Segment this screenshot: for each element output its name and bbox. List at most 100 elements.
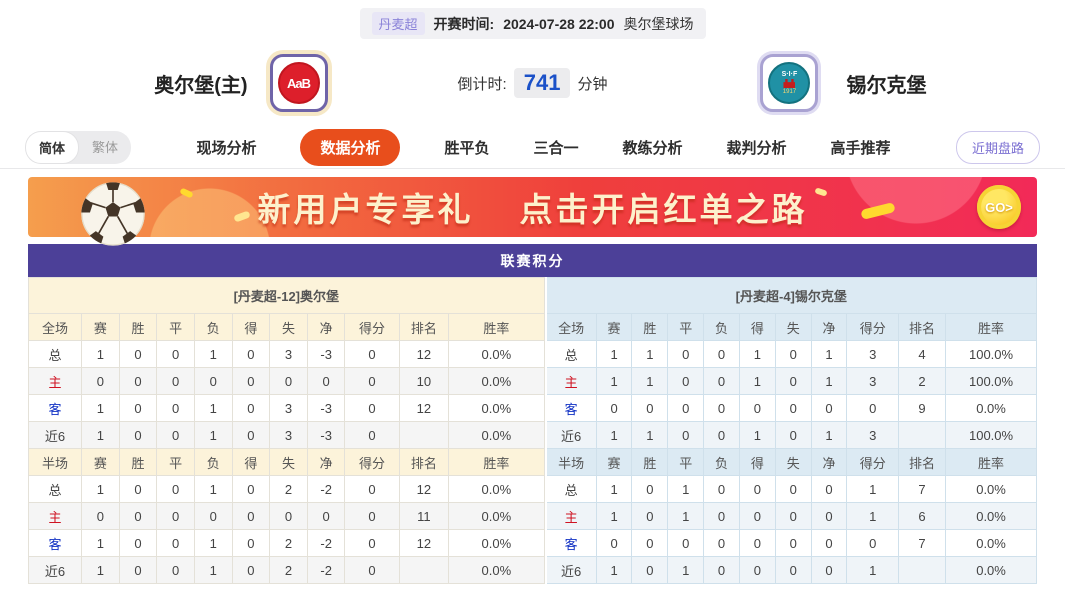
lang-simplified[interactable]: 简体 [25,131,80,164]
stats-row: 总 1 0 0 1 0 3 -3 0 12 0.0% [27,340,545,368]
team-standings-header: [丹麦超-4]锡尔克堡 [545,277,1037,314]
stat-cell: 11 [398,502,450,530]
away-team-block: S·I·F 1917 锡尔克堡 [607,54,1065,112]
stat-cell: 1 [738,340,776,368]
stat-cell: 1 [81,340,120,368]
stat-cell: 0 [810,529,848,557]
tab-three-in-one[interactable]: 三合一 [533,140,579,157]
stat-cell: 0 [156,367,195,395]
promo-banner[interactable]: 新用户专享礼 点击开启红单之路 GO> [28,177,1037,246]
column-header: 得分 [344,448,400,476]
stat-cell: 0.0% [448,421,545,449]
stat-cell: 1 [193,340,233,368]
nav-bar: 简体 繁体 现场分析 数据分析 胜平负 三合一 教练分析 裁判分析 高手推荐 近… [0,127,1065,169]
section-label: 半场 [545,448,597,476]
row-label: 近6 [27,421,83,449]
stat-cell: 0.0% [448,340,545,368]
stat-cell: 1 [193,394,233,422]
stat-cell: 0 [344,475,400,503]
row-label: 总 [545,475,597,503]
row-label: 近6 [27,556,83,584]
stat-cell: 0 [846,529,899,557]
column-header: 得 [738,448,776,476]
stat-cell: 7 [897,529,947,557]
stat-cell: 0 [703,529,740,557]
stat-cell: -2 [306,556,346,584]
stat-cell: 12 [398,394,450,422]
league-badge: 丹麦超 [371,12,425,35]
stat-cell: 1 [667,502,705,530]
stat-cell: 3 [846,367,899,395]
stat-cell: 0 [774,367,812,395]
kickoff-label: 开赛时间: [433,15,495,32]
stats-row: 客 1 0 0 1 0 2 -2 0 12 0.0% [27,529,545,557]
stat-cell: 3 [846,340,899,368]
section-label: 全场 [545,313,597,341]
away-standings-table: [丹麦超-4]锡尔克堡 全场赛胜平负得失净得分 排名 胜率总 1 1 0 0 1 0 1 3 4 100.… [544,277,1037,584]
stats-row: 客 0 0 0 0 0 0 0 0 9 0.0% [545,394,1037,422]
stat-cell: 12 [398,340,450,368]
stat-cell: 0 [231,367,271,395]
stat-cell: 0 [118,556,158,584]
stat-cell: 2 [897,367,947,395]
stat-cell: 0.0% [945,394,1037,422]
team-standings-header: [丹麦超-12]奥尔堡 [28,277,545,314]
analysis-tabs: 现场分析 数据分析 胜平负 三合一 教练分析 裁判分析 高手推荐 [131,129,956,166]
stat-cell: 0.0% [945,475,1037,503]
stat-cell: 1 [738,367,776,395]
stat-cell: 1 [631,367,669,395]
stat-cell: 0 [667,367,705,395]
castle-icon [783,79,796,88]
stat-cell: 0 [595,529,633,557]
confetti-icon [179,187,194,199]
stats-row: 总 1 0 0 1 0 2 -2 0 12 0.0% [27,475,545,503]
column-header: 得 [231,313,271,341]
stat-cell: 9 [897,394,947,422]
stats-row: 主 0 0 0 0 0 0 0 0 11 0.0% [27,502,545,530]
tab-win-draw-lose[interactable]: 胜平负 [444,140,490,157]
column-header: 得分 [344,313,400,341]
tab-coach-analysis[interactable]: 教练分析 [622,140,683,157]
stat-cell: 0 [667,529,705,557]
stat-cell: 0 [738,502,776,530]
stat-cell: 0 [810,475,848,503]
stat-cell: 1 [846,475,899,503]
stat-cell: 0.0% [945,556,1037,584]
stat-cell: 1 [193,475,233,503]
stat-cell: 0 [703,394,740,422]
stat-cell: 0 [118,502,158,530]
column-header: 得 [231,448,271,476]
stat-cell: 1 [846,502,899,530]
stat-cell: 0.0% [448,556,545,584]
tab-live-analysis[interactable]: 现场分析 [196,140,257,157]
row-label: 主 [27,502,83,530]
stat-cell: 0 [738,556,776,584]
go-button[interactable]: GO> [977,185,1021,229]
stat-cell: 0 [703,367,740,395]
stat-cell: 0 [703,502,740,530]
stat-cell: 7 [897,475,947,503]
column-header: 负 [193,313,233,341]
stats-row: 主 0 0 0 0 0 0 0 0 10 0.0% [27,367,545,395]
home-standings-table: [丹麦超-12]奥尔堡 全场赛胜平负得失净得分 排名 胜率总 1 0 0 1 0 3 -3 0 12 0.… [27,277,545,584]
stat-cell [897,421,947,449]
stat-cell: 0 [595,394,633,422]
recent-handicap-button[interactable]: 近期盘路 [955,131,1040,164]
column-header: 胜率 [945,313,1037,341]
top-info-bar: 丹麦超 开赛时间: 2024-07-28 22:00 奥尔堡球场 [359,8,706,39]
stat-cell: 0 [269,502,308,530]
stat-cell: 0 [344,367,400,395]
column-header: 净 [810,448,848,476]
column-header: 胜率 [945,448,1037,476]
lang-traditional[interactable]: 繁体 [92,140,119,155]
section-label: 半场 [27,448,83,476]
stat-cell: 0 [231,475,271,503]
home-crest-icon: AaB [277,62,320,104]
tab-referee-analysis[interactable]: 裁判分析 [726,140,787,157]
stats-row: 近6 1 0 0 1 0 2 -2 0 0.0% [27,556,545,584]
stat-cell: 0 [118,475,158,503]
tab-data-analysis[interactable]: 数据分析 [300,129,401,166]
stat-cell: 0 [156,475,195,503]
tab-expert-picks[interactable]: 高手推荐 [830,140,891,157]
stat-cell: 0 [810,502,848,530]
